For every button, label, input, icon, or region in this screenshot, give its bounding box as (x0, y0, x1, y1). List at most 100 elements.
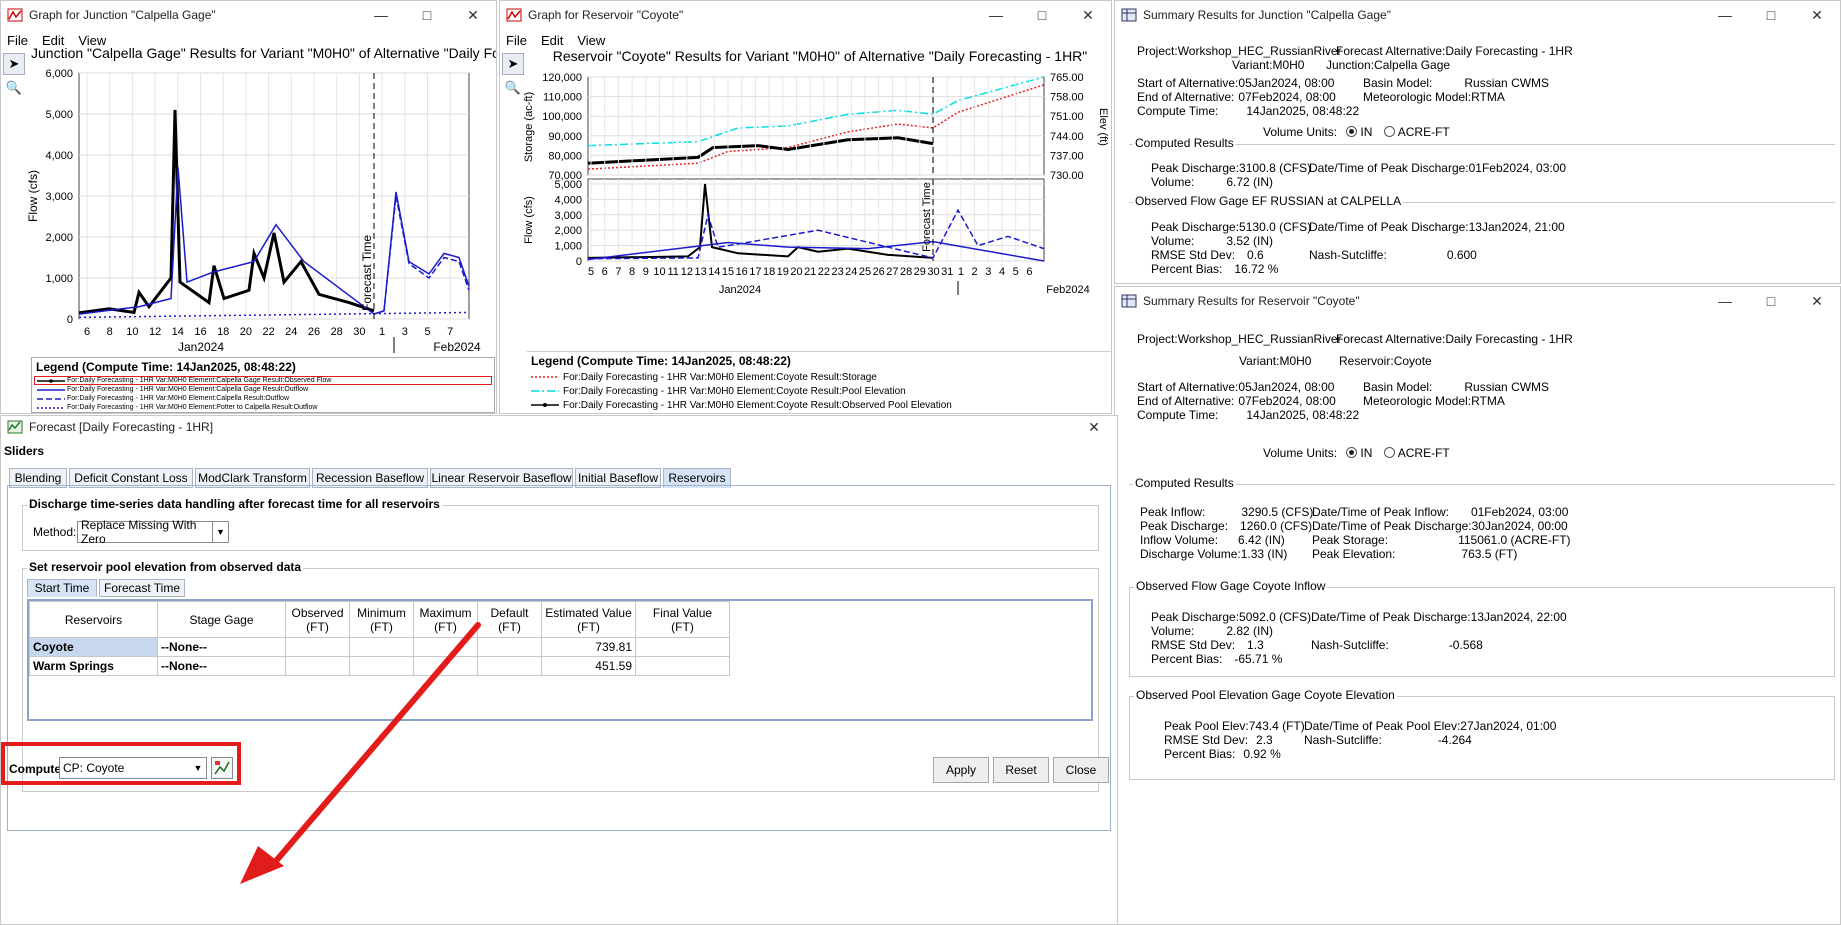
apply-button[interactable]: Apply (933, 757, 989, 783)
maximize-icon[interactable]: □ (1037, 7, 1047, 23)
x-tick-label: 5 (588, 266, 594, 278)
menu-view[interactable]: View (577, 32, 606, 48)
table-cell-min[interactable] (349, 656, 414, 676)
tab-modclark-transform[interactable]: ModClark Transform (195, 468, 310, 488)
menu-edit[interactable]: Edit (41, 32, 65, 48)
x-tick-label: 11 (667, 266, 678, 278)
unit-acreft-radio[interactable] (1383, 447, 1395, 458)
zoom-tool-icon[interactable]: 🔍 (5, 80, 23, 95)
zoom-tool-icon[interactable]: 🔍 (504, 80, 522, 95)
minimize-icon[interactable]: — (1718, 293, 1732, 309)
table-cell-observed[interactable] (285, 637, 350, 657)
table-row[interactable]: Warm Springs --None-- 451.59 (29, 656, 730, 676)
tab-blending[interactable]: Blending (9, 468, 67, 488)
menu-file[interactable]: File (7, 32, 28, 48)
maximize-icon[interactable]: □ (1766, 7, 1776, 23)
minimize-icon[interactable]: — (989, 7, 1003, 23)
close-icon[interactable]: ✕ (1082, 6, 1094, 23)
table-cell-gage[interactable]: --None-- (157, 637, 286, 657)
x-tick-label: 6 (1026, 266, 1032, 278)
legend-item-observed-pool[interactable]: For:Daily Forecasting - 1HR Var:M0H0 Ele… (527, 398, 1111, 412)
x-tick-label: 20 (240, 326, 252, 338)
chevron-down-icon[interactable]: ▼ (212, 522, 228, 542)
variant-value: M0H0 (1272, 58, 1305, 72)
sliders-heading: Sliders (4, 444, 45, 458)
column-header: Stage Gage (157, 601, 286, 638)
compute-run-icon[interactable] (211, 757, 233, 779)
table-cell-final[interactable] (635, 656, 730, 676)
tab-initial-baseflow[interactable]: Initial Baseflow (575, 468, 661, 488)
window-title: Summary Results for Junction "Calpella G… (1143, 8, 1391, 22)
maximize-icon[interactable]: □ (1766, 293, 1776, 309)
pointer-tool-icon[interactable]: ➤ (502, 53, 524, 75)
method-dropdown[interactable]: Replace Missing With Zero ▼ (77, 518, 229, 546)
table-cell-est[interactable]: 451.59 (541, 656, 636, 676)
subtab-forecast-time[interactable]: Forecast Time (99, 579, 185, 597)
table-cell-max[interactable] (413, 656, 478, 676)
junction-flow-chart: 6,000 5,000 4,000 3,000 2,000 1,000 0 6 8 10 12 14… (26, 68, 481, 354)
unit-acreft-radio[interactable] (1383, 126, 1395, 137)
table-cell-min[interactable] (349, 637, 414, 657)
peak-discharge-value: 3100.8 (CFS) (1239, 161, 1312, 175)
chart-title: Junction "Calpella Gage" Results for Var… (31, 45, 496, 61)
legend-item-gage-outflow[interactable]: For:Daily Forecasting - 1HR Var:M0H0 Ele… (37, 386, 309, 393)
table-cell-name[interactable]: Coyote (29, 637, 158, 657)
table-row[interactable]: Coyote --None-- 739.81 (29, 637, 730, 657)
table-cell-name[interactable]: Warm Springs (29, 656, 158, 676)
menu-file[interactable]: File (506, 32, 527, 48)
observed-pool-group: Observed Pool Elevation Gage Coyote Elev… (1129, 688, 1835, 780)
storage-tick-label: 120,000 (542, 72, 582, 84)
close-icon[interactable]: ✕ (1088, 418, 1100, 435)
tab-deficit-constant-loss[interactable]: Deficit Constant Loss (69, 468, 193, 488)
title-bar: Summary Results for Reservoir "Coyote" —… (1115, 287, 1840, 315)
storage-tick-label: 110,000 (543, 92, 582, 104)
minimize-icon[interactable]: — (374, 7, 388, 23)
menu-edit[interactable]: Edit (540, 32, 564, 48)
legend-item-calpella-outflow[interactable]: For:Daily Forecasting - 1HR Var:M0H0 Ele… (37, 395, 290, 402)
series-observed-flow (78, 109, 375, 315)
close-icon[interactable]: ✕ (1811, 292, 1823, 309)
computed-results-group: Computed Results (1129, 476, 1835, 576)
tab-reservoirs[interactable]: Reservoirs (663, 468, 731, 488)
legend-item-pool-elevation[interactable]: For:Daily Forecasting - 1HR Var:M0H0 Ele… (531, 385, 906, 397)
table-cell-default[interactable] (477, 637, 542, 657)
close-icon[interactable]: ✕ (1811, 6, 1823, 23)
tab-recession-baseflow[interactable]: Recession Baseflow (312, 468, 428, 488)
junction-value: Calpella Gage (1374, 58, 1451, 72)
unit-in-radio[interactable] (1346, 126, 1358, 137)
minimize-icon[interactable]: — (1718, 7, 1732, 23)
compute-dropdown[interactable]: CP: Coyote ▼ (59, 757, 207, 779)
table-cell-default[interactable] (477, 656, 542, 676)
series-storage (587, 84, 1045, 170)
unit-in-radio[interactable] (1346, 447, 1358, 458)
table-cell-max[interactable] (413, 637, 478, 657)
table-cell-final[interactable] (635, 637, 730, 657)
legend-item-potter-outflow[interactable]: For:Daily Forecasting - 1HR Var:M0H0 Ele… (37, 404, 318, 411)
storage-axis-label: Storage (ac-ft) (523, 92, 535, 162)
x-tick-label: 13 (694, 266, 706, 278)
reset-button[interactable]: Reset (993, 757, 1049, 783)
elev-tick-label: 751.00 (1050, 111, 1084, 123)
month-label-jan: Jan2024 (178, 340, 224, 354)
table-cell-gage[interactable]: --None-- (157, 656, 286, 676)
x-tick-label: 18 (763, 266, 775, 278)
legend-item-storage[interactable]: For:Daily Forecasting - 1HR Var:M0H0 Ele… (531, 371, 877, 383)
legend-item-observed-flow[interactable]: For:Daily Forecasting - 1HR Var:M0H0 Ele… (34, 376, 492, 385)
x-tick-label: 5 (1013, 266, 1019, 278)
chevron-down-icon[interactable]: ▼ (193, 763, 203, 773)
volume-units: Volume Units: IN ACRE-FT (1263, 125, 1450, 139)
tab-linear-reservoir-baseflow[interactable]: Linear Reservoir Baseflow (430, 468, 573, 488)
table-cell-observed[interactable] (285, 656, 350, 676)
x-tick-label: 12 (681, 266, 693, 278)
subtab-start-time[interactable]: Start Time (27, 579, 97, 597)
maximize-icon[interactable]: □ (422, 7, 432, 23)
close-button[interactable]: Close (1053, 757, 1109, 783)
close-icon[interactable]: ✕ (467, 6, 479, 23)
flow-tick-label: 0 (576, 256, 582, 268)
menu-view[interactable]: View (78, 32, 107, 48)
storage-tick-label: 100,000 (542, 111, 582, 123)
pointer-tool-icon[interactable]: ➤ (3, 53, 25, 75)
x-tick-label: 12 (149, 326, 161, 338)
table-cell-est[interactable]: 739.81 (541, 637, 636, 657)
x-tick-label: 9 (643, 266, 649, 278)
